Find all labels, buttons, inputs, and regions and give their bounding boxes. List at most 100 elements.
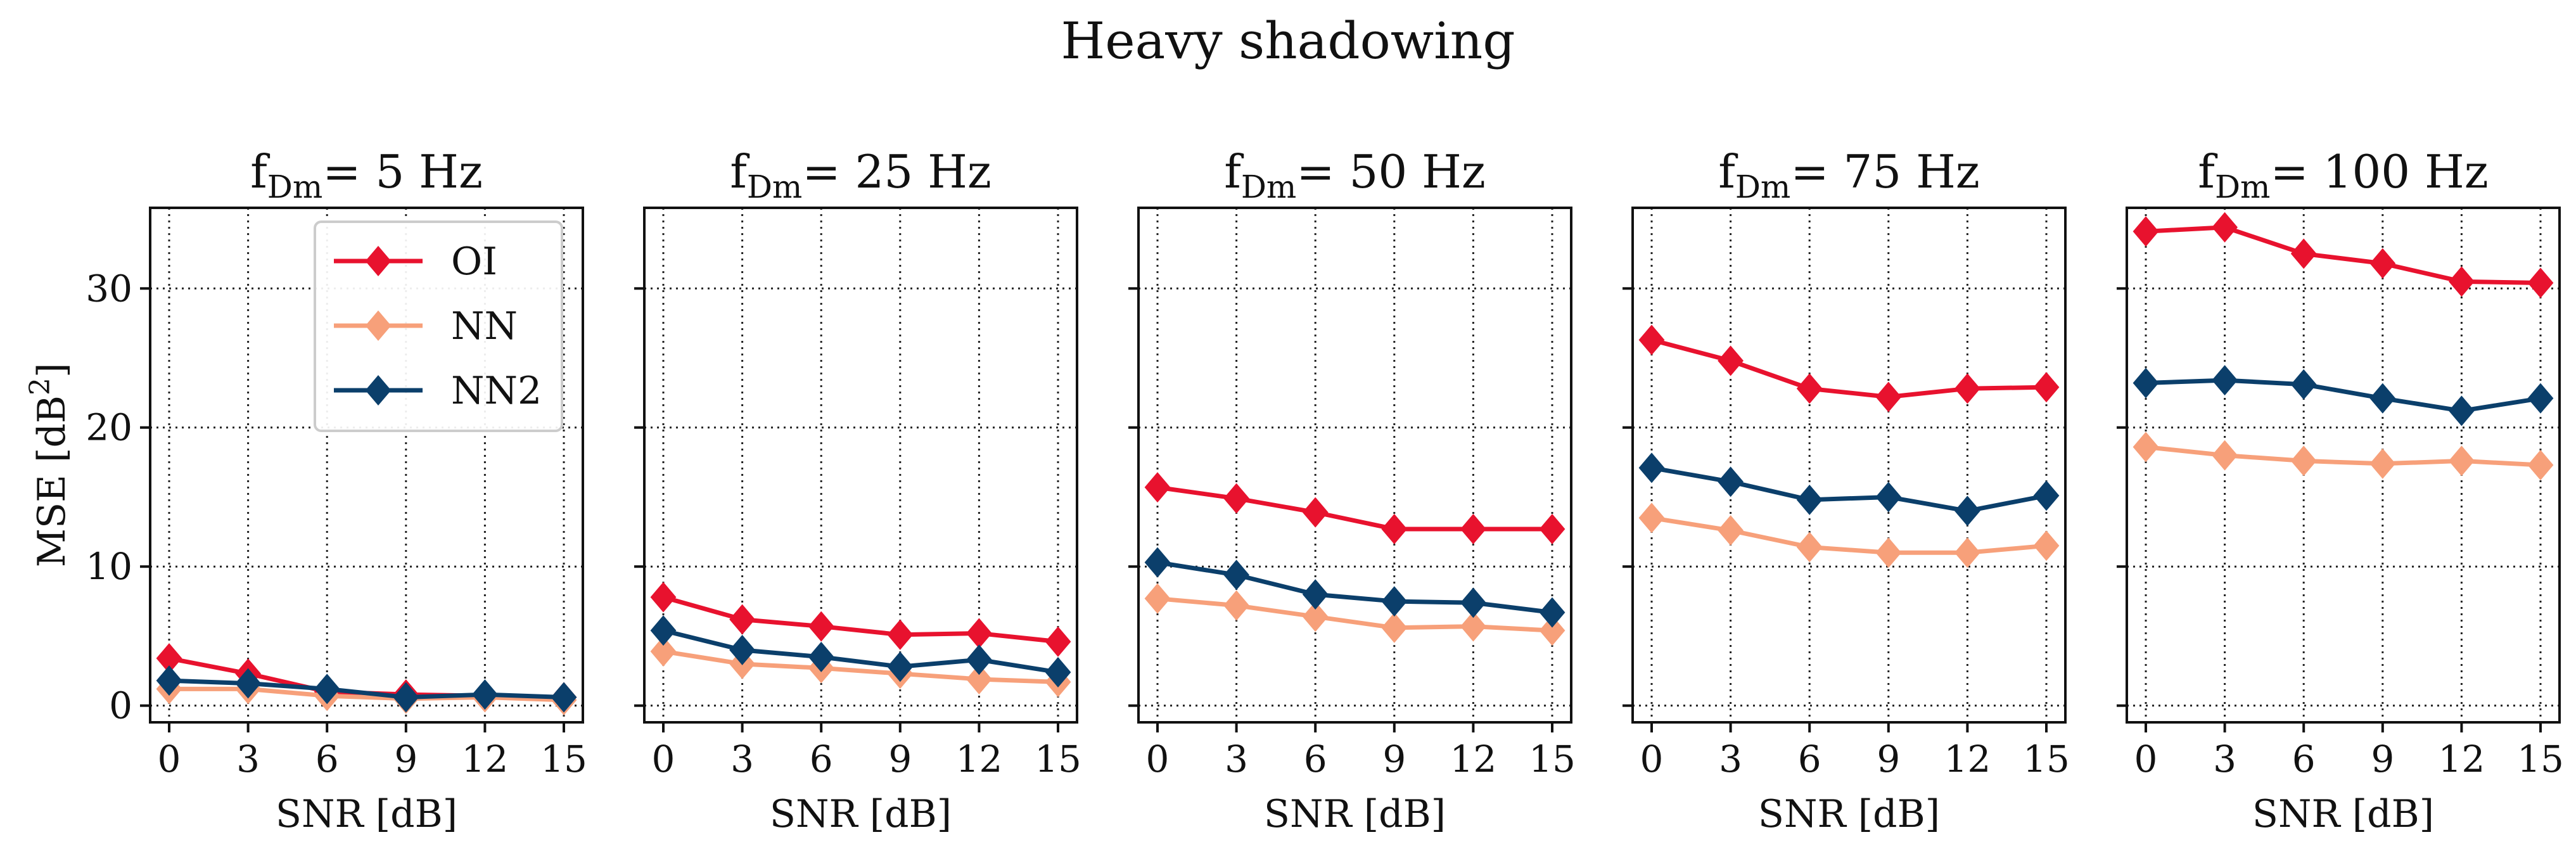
data-point-oi <box>2449 266 2475 297</box>
data-point-oi <box>2369 248 2396 279</box>
data-point-oi <box>650 582 677 613</box>
y-tick-label: 10 <box>86 545 132 588</box>
data-point-oi <box>1144 472 1171 503</box>
x-tick-label: 9 <box>2371 738 2394 781</box>
series-line-nn2 <box>1157 560 1553 615</box>
data-point-nn2 <box>393 682 419 713</box>
data-point-oi <box>1638 324 1665 355</box>
panel-title-main: f <box>250 145 270 198</box>
panel-border <box>1631 207 2067 724</box>
data-point-nn2 <box>2290 369 2317 400</box>
panel-title-subscript: Dm <box>2215 169 2271 205</box>
data-point-nn2 <box>2369 383 2396 414</box>
data-point-nn2 <box>472 679 498 710</box>
data-point-nn2 <box>1460 587 1486 618</box>
x-tick-label: 0 <box>652 738 675 781</box>
x-tick-label: 9 <box>888 738 912 781</box>
panel-4: 0 3 6 9 12 15 SNR [dB] fDm= 75 Hz <box>1623 145 2070 836</box>
panel-title-main: f <box>730 145 749 198</box>
y-tick-label: 0 <box>109 684 132 727</box>
data-point-nn <box>1144 583 1171 614</box>
data-point-oi <box>1718 345 1744 376</box>
data-point-nn2 <box>887 651 914 682</box>
data-point-nn <box>1223 590 1249 621</box>
series-group <box>650 582 1071 698</box>
data-point-nn2 <box>1302 579 1329 610</box>
data-point-nn2 <box>314 674 340 705</box>
panel-border <box>643 207 1078 724</box>
panel-title-rest: = 25 Hz <box>802 145 991 198</box>
series-line-nn <box>2145 444 2541 468</box>
x-axis-label: SNR [dB] <box>1264 792 1446 836</box>
x-tick-label: 9 <box>394 738 418 781</box>
panel-frame <box>2126 207 2561 724</box>
data-point-nn <box>2133 431 2159 463</box>
data-point-oi <box>1875 381 1902 412</box>
panel-title-main: f <box>2198 145 2217 198</box>
x-tick-label: 3 <box>236 738 260 781</box>
x-axis-label: SNR [dB] <box>770 792 952 836</box>
x-axis-label: SNR [dB] <box>2252 792 2434 836</box>
data-point-nn <box>966 663 992 694</box>
x-tick-label: 12 <box>461 738 508 781</box>
panel-title: fDm= 50 Hz <box>1224 145 1486 205</box>
x-tick-label: 12 <box>2438 738 2485 781</box>
data-point-nn <box>2290 445 2317 476</box>
data-point-nn2 <box>551 682 577 713</box>
legend-marker-nn <box>365 310 392 341</box>
data-point-nn2 <box>808 641 834 672</box>
x-tick-label: 0 <box>158 738 181 781</box>
series-line-oi <box>1651 338 2047 399</box>
data-point-nn2 <box>2133 367 2159 399</box>
legend: OI NN NN2 <box>314 220 563 432</box>
y-axis-label-base: MSE [dB <box>30 395 74 567</box>
data-point-oi <box>966 618 992 649</box>
x-tick-label: 3 <box>1719 738 1742 781</box>
legend-label-nn: NN <box>451 304 518 348</box>
panel-title-rest: = 75 Hz <box>1790 145 1979 198</box>
series-line-nn2 <box>2145 378 2541 413</box>
data-point-nn <box>2033 530 2060 561</box>
data-point-oi <box>2527 267 2554 298</box>
x-axis-label: SNR [dB] <box>1758 792 1940 836</box>
series-line-oi <box>2145 225 2541 286</box>
panel-title: fDm= 5 Hz <box>250 145 483 205</box>
data-point-nn <box>1381 612 1408 643</box>
data-point-nn <box>2527 450 2554 480</box>
legend-label-oi: OI <box>451 240 497 284</box>
figure-title: Heavy shadowing <box>1061 11 1515 70</box>
series-group <box>1144 472 1565 646</box>
data-point-nn <box>1638 502 1665 533</box>
data-point-nn <box>1539 615 1565 646</box>
series-line-oi <box>663 595 1059 644</box>
legend-marker-nn2 <box>365 375 392 406</box>
data-point-nn2 <box>1954 495 1980 527</box>
data-point-oi <box>729 604 755 635</box>
data-point-oi <box>1796 373 1823 404</box>
data-point-nn2 <box>235 668 261 699</box>
y-axis-label: MSE [dB2] <box>24 363 74 568</box>
data-point-oi <box>1460 513 1486 544</box>
data-point-oi <box>2033 372 2060 403</box>
data-point-oi <box>1539 513 1565 544</box>
data-point-nn <box>2449 445 2475 476</box>
panel-title: fDm= 25 Hz <box>730 145 992 205</box>
x-tick-label: 9 <box>1382 738 1406 781</box>
data-point-nn2 <box>1381 586 1408 617</box>
x-tick-label: 3 <box>1225 738 1248 781</box>
data-point-nn2 <box>156 665 182 696</box>
panel-title-subscript: Dm <box>747 169 803 205</box>
series-line-nn <box>1651 515 2047 555</box>
x-tick-label: 6 <box>2292 738 2316 781</box>
series-line-nn <box>169 686 564 703</box>
panel-border <box>1137 207 1572 724</box>
x-tick-label: 3 <box>730 738 754 781</box>
x-tick-label: 3 <box>2213 738 2236 781</box>
panel-title-subscript: Dm <box>267 169 323 205</box>
data-point-oi <box>1223 483 1249 514</box>
x-tick-label: 6 <box>1304 738 1327 781</box>
panel-title-main: f <box>1718 145 1738 198</box>
x-tick-label: 15 <box>1035 738 1081 781</box>
